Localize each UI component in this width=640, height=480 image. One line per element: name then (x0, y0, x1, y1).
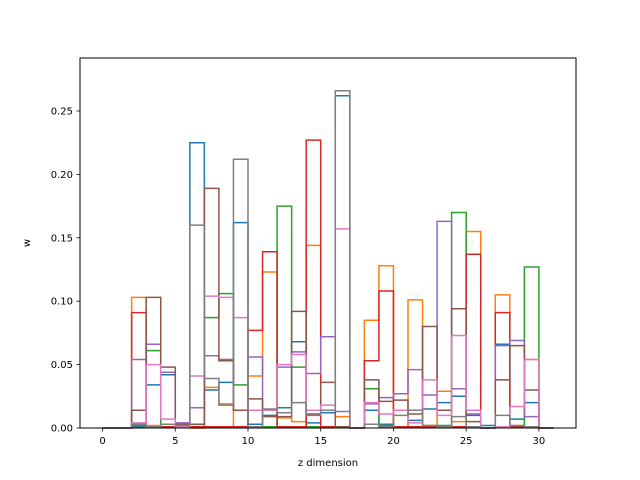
y-axis-label: w (22, 239, 33, 247)
y-tick-label: 0.25 (51, 107, 73, 118)
y-tick-label: 0.15 (51, 233, 73, 244)
plot-frame (79, 57, 577, 429)
x-tick-label: 5 (172, 436, 178, 447)
plot-area (80, 58, 576, 428)
y-tick-label: 0.05 (51, 360, 73, 371)
x-tick-label: 20 (387, 436, 400, 447)
y-tick-label: 0.10 (51, 297, 73, 308)
x-tick-label: 0 (99, 436, 105, 447)
y-tick-label: 0.00 (51, 424, 73, 435)
x-axis-label: z dimension (298, 458, 358, 469)
x-tick-label: 25 (460, 436, 473, 447)
x-tick-label: 10 (242, 436, 255, 447)
x-tick-label: 30 (533, 436, 546, 447)
histogram-series-8 (102, 89, 554, 429)
y-tick-label: 0.20 (51, 170, 73, 181)
x-axis-ticks: 0 5 10 15 20 25 30 (99, 428, 545, 447)
x-tick-label: 15 (314, 436, 327, 447)
y-axis-ticks: 0.00 0.05 0.10 0.15 0.20 0.25 (51, 107, 80, 435)
series-layer (102, 89, 554, 429)
